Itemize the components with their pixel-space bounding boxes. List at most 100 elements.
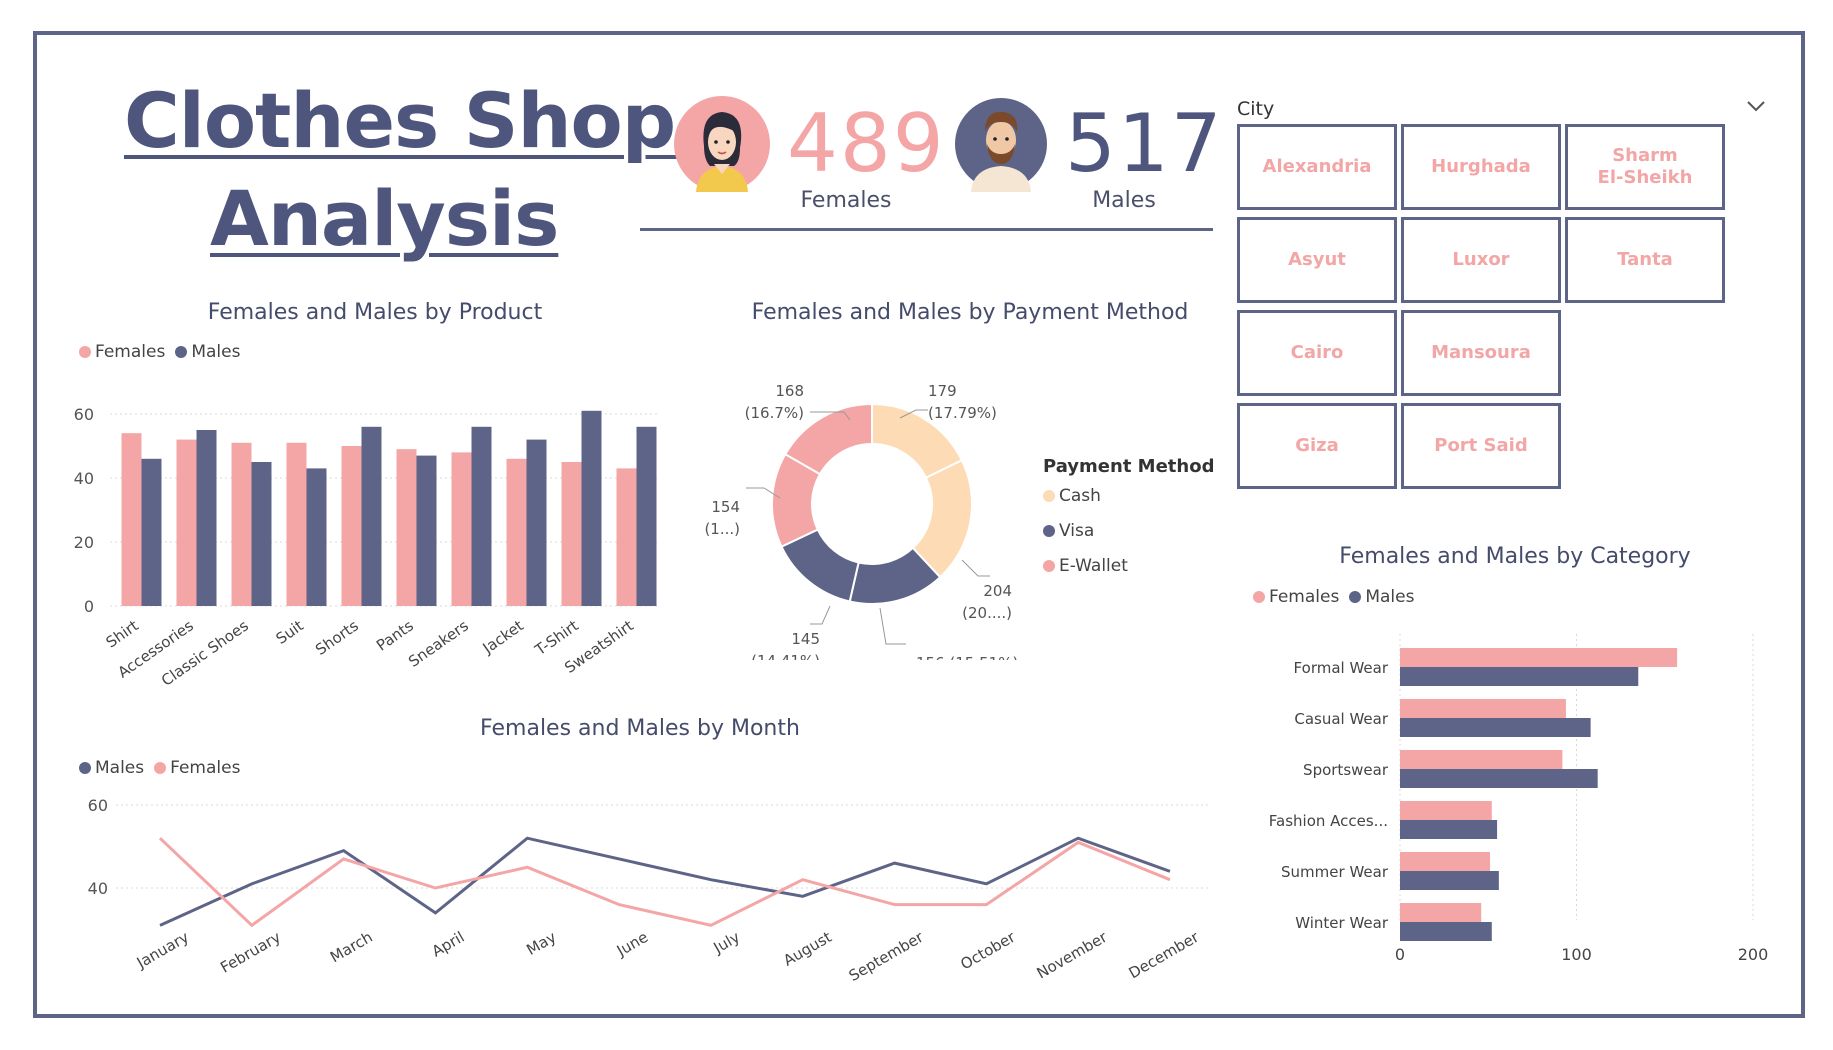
slicer-title: City bbox=[1237, 98, 1275, 120]
bar-females bbox=[1400, 801, 1492, 820]
bar-males bbox=[471, 426, 492, 606]
x-tick-label: September bbox=[846, 927, 928, 984]
city-tile-label: Giza bbox=[1295, 435, 1339, 456]
payment-legend-title: Payment Method bbox=[1043, 456, 1215, 477]
payment-donut-chart: 179 (17.79%) 204 (20....) 156 (15.51%) 145 (14… bbox=[704, 382, 1018, 660]
legend-label-ewallet: E-Wallet bbox=[1059, 556, 1128, 576]
x-tick-label: June bbox=[613, 928, 651, 960]
x-tick-label: Jacket bbox=[479, 616, 527, 657]
female-avatar-icon bbox=[674, 96, 770, 192]
bar-females bbox=[121, 433, 142, 606]
donut-leader-line bbox=[810, 411, 851, 421]
legend-label-cash: Cash bbox=[1059, 486, 1101, 506]
bar-females bbox=[451, 452, 472, 606]
y-tick-label: Summer Wear bbox=[1281, 863, 1389, 881]
city-tile-sharm-el-sheikh[interactable]: Sharm El-Sheikh bbox=[1565, 124, 1725, 210]
city-tile-label: Tanta bbox=[1617, 249, 1673, 270]
month-chart-title: Females and Males by Month bbox=[480, 716, 800, 741]
bar-males bbox=[526, 439, 547, 606]
x-tick-label: December bbox=[1126, 927, 1203, 982]
x-tick-label: 100 bbox=[1561, 945, 1592, 964]
bar-females bbox=[176, 439, 197, 606]
city-tile-tanta[interactable]: Tanta bbox=[1565, 217, 1725, 303]
legend-label-males: Males bbox=[191, 342, 241, 362]
females-label: Females bbox=[800, 188, 892, 213]
y-tick-label: Casual Wear bbox=[1294, 710, 1388, 728]
bar-females bbox=[1400, 903, 1482, 922]
x-tick-label: August bbox=[780, 928, 835, 970]
bar-females bbox=[506, 458, 527, 606]
city-tile-label: Luxor bbox=[1452, 249, 1510, 270]
legend-dot-males bbox=[79, 762, 91, 774]
city-tile-giza[interactable]: Giza bbox=[1237, 403, 1397, 489]
donut-data-label: (14.41%) bbox=[751, 652, 820, 660]
city-tile-port-said[interactable]: Port Said bbox=[1401, 403, 1561, 489]
city-tile-mansoura[interactable]: Mansoura bbox=[1401, 310, 1561, 396]
bar-males bbox=[1400, 922, 1492, 941]
legend-label-females: Females bbox=[1269, 587, 1340, 607]
legend-label-females: Females bbox=[95, 342, 166, 362]
x-tick-label: March bbox=[327, 928, 376, 966]
donut-data-label: 156 (15.51%) bbox=[916, 654, 1018, 660]
donut-data-label: 168 bbox=[775, 382, 804, 400]
legend-dot-females bbox=[79, 346, 91, 358]
x-tick-label: April bbox=[429, 928, 468, 961]
x-tick-label: Shorts bbox=[312, 616, 362, 658]
page-title-line1: Clothes Shop bbox=[124, 76, 701, 165]
bar-females bbox=[1400, 699, 1566, 718]
y-tick-label: Fashion Acces... bbox=[1269, 812, 1388, 830]
donut-data-label: (1...) bbox=[704, 520, 740, 538]
x-tick-label: July bbox=[710, 928, 743, 958]
category-chart-title: Females and Males by Category bbox=[1339, 544, 1691, 569]
product-legend: Females Males bbox=[79, 342, 240, 362]
y-tick-label: 40 bbox=[74, 469, 94, 488]
city-tile-luxor[interactable]: Luxor bbox=[1401, 217, 1561, 303]
product-chart-title: Females and Males by Product bbox=[207, 300, 543, 325]
city-tile-hurghada[interactable]: Hurghada bbox=[1401, 124, 1561, 210]
bar-females bbox=[1400, 648, 1678, 667]
x-tick-label: May bbox=[523, 928, 559, 959]
x-tick-label: February bbox=[217, 928, 284, 977]
category-bar-chart: 0 100 200 Formal Wear Casual Wear Sportswear F… bbox=[1269, 634, 1768, 964]
x-tick-label: 0 bbox=[1395, 945, 1405, 964]
bar-females bbox=[341, 446, 362, 606]
females-count: 489 bbox=[787, 97, 946, 190]
legend-dot-males bbox=[175, 346, 188, 358]
donut-leader-line bbox=[899, 409, 928, 419]
chevron-down-icon[interactable] bbox=[1744, 96, 1768, 116]
bar-females bbox=[616, 468, 637, 606]
donut-leader-line bbox=[810, 605, 831, 625]
category-legend: Females Males bbox=[1253, 587, 1414, 607]
bar-females bbox=[396, 449, 417, 606]
x-tick-label: January bbox=[133, 928, 192, 973]
city-tile-label: Asyut bbox=[1288, 249, 1346, 270]
month-legend: Males Females bbox=[79, 758, 240, 778]
bar-males bbox=[306, 468, 327, 606]
bar-males bbox=[196, 430, 217, 606]
kpi-divider bbox=[640, 228, 1213, 231]
donut-slice-ewallet bbox=[783, 402, 873, 476]
donut-data-label: 179 bbox=[928, 382, 957, 400]
bar-males bbox=[1400, 667, 1639, 686]
legend-visa: Visa bbox=[1043, 521, 1094, 541]
males-count: 517 bbox=[1065, 97, 1224, 190]
city-tile-asyut[interactable]: Asyut bbox=[1237, 217, 1397, 303]
y-tick-label: 20 bbox=[74, 533, 94, 552]
y-tick-label: 40 bbox=[88, 879, 108, 898]
bar-males bbox=[636, 426, 657, 606]
donut-leader-line bbox=[746, 487, 781, 499]
legend-dot-visa bbox=[1043, 525, 1055, 537]
city-tile-cairo[interactable]: Cairo bbox=[1237, 310, 1397, 396]
donut-data-label: (17.79%) bbox=[928, 404, 997, 422]
bar-females bbox=[561, 462, 582, 606]
donut-data-label: (20....) bbox=[962, 604, 1012, 622]
city-tile-alexandria[interactable]: Alexandria bbox=[1237, 124, 1397, 210]
line-females bbox=[158, 837, 1171, 928]
bar-males bbox=[1400, 718, 1591, 737]
y-tick-label: 0 bbox=[84, 597, 94, 616]
donut-data-label: 204 bbox=[983, 582, 1012, 600]
y-tick-label: Formal Wear bbox=[1294, 659, 1389, 677]
bar-males bbox=[141, 458, 162, 606]
y-tick-label: Sportswear bbox=[1303, 761, 1389, 779]
